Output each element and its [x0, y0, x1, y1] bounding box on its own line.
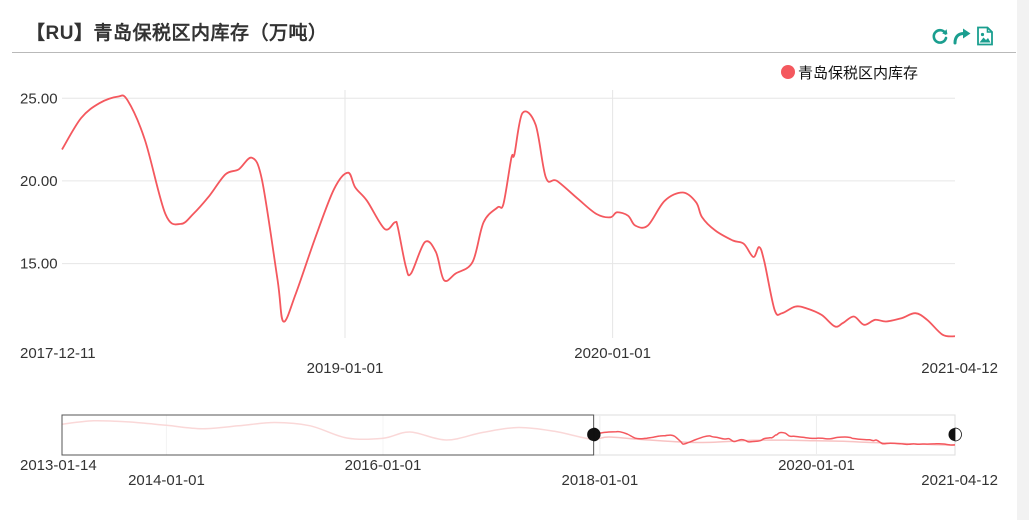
share-arrow-icon[interactable]: [952, 26, 972, 46]
x-tick-label: 2017-12-11: [20, 345, 96, 362]
legend-label[interactable]: 青岛保税区内库存: [798, 65, 918, 82]
x-tick-label: 2019-01-01: [307, 360, 384, 377]
x-tick-label: 2021-04-12: [921, 360, 998, 377]
overview-tick-label: 2018-01-01: [562, 472, 639, 489]
overview-unselected-window: [61, 414, 595, 456]
overview-tick-label: 2013-01-14: [20, 457, 97, 474]
overview-tick-label: 2021-04-12: [921, 472, 998, 489]
range-start-handle[interactable]: [593, 427, 601, 442]
legend-marker[interactable]: [781, 65, 795, 79]
overview-line-unselected: [61, 419, 956, 447]
overview-tick-label: 2014-01-01: [128, 472, 205, 489]
overview-tick-label: 2020-01-01: [778, 457, 855, 474]
range-start-handle[interactable]: [587, 428, 594, 441]
toolbox: [930, 26, 996, 48]
refresh-icon[interactable]: [930, 26, 950, 46]
overview-tick-label: 2016-01-01: [345, 457, 422, 474]
panel-header: 【RU】青岛保税区内库存（万吨）: [12, 0, 1016, 53]
overview-line-selected: [593, 430, 956, 446]
chart-title: 【RU】青岛保税区内库存（万吨）: [26, 23, 328, 44]
range-end-handle[interactable]: [948, 428, 956, 441]
x-tick-label: 2020-01-01: [574, 345, 651, 362]
y-tick-label: 25.00: [20, 90, 58, 107]
y-tick-label: 20.00: [20, 173, 58, 190]
range-end-handle[interactable]: [954, 427, 962, 442]
save-image-icon[interactable]: [975, 26, 995, 46]
y-tick-label: 15.00: [20, 256, 58, 273]
series-line: [61, 94, 956, 338]
